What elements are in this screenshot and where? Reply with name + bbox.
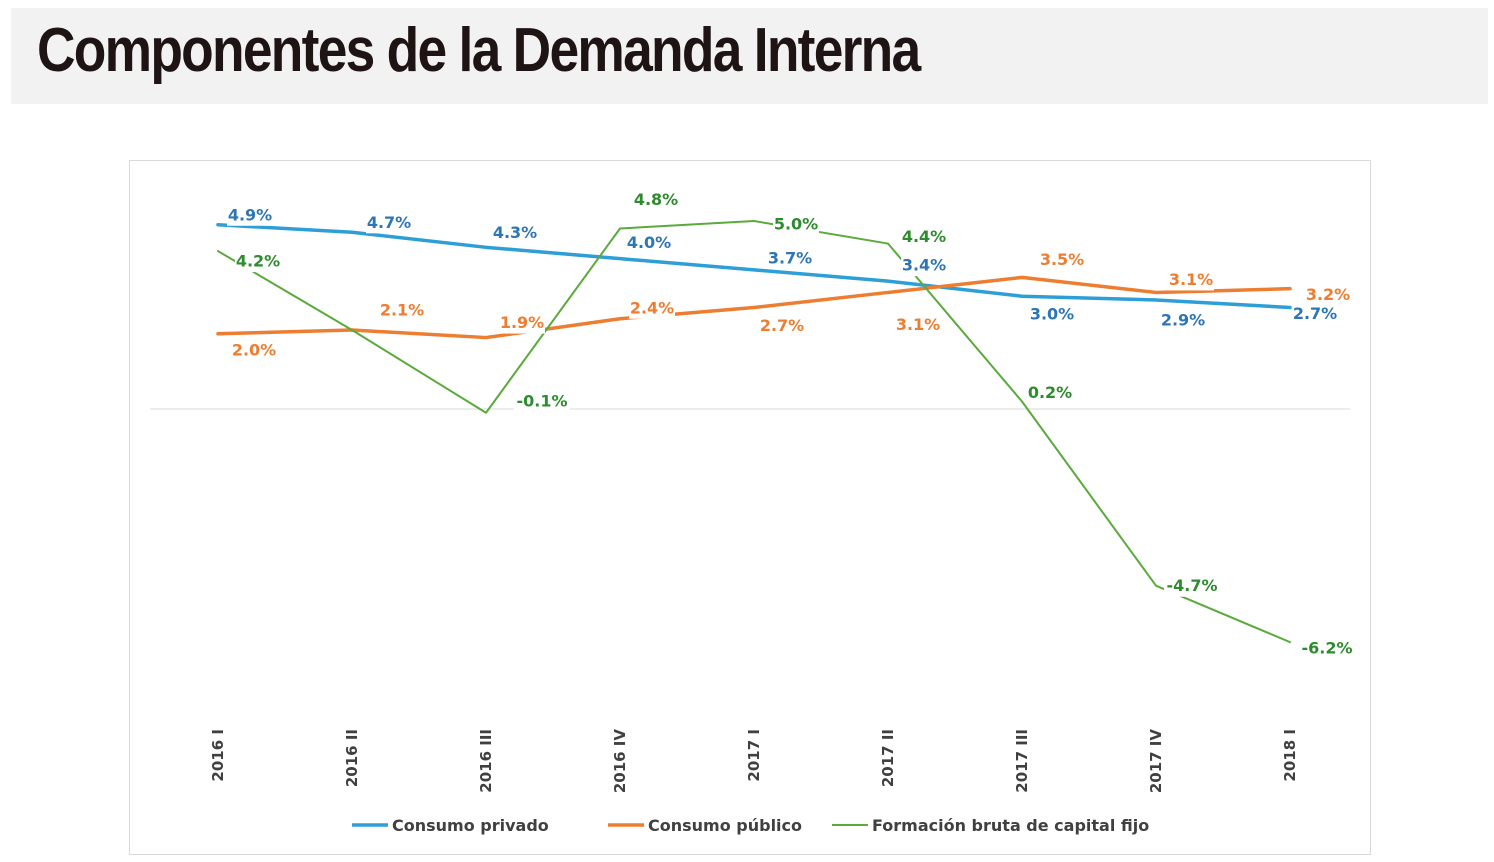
x-tick-label: 2016 I bbox=[209, 729, 227, 782]
data-label: 2.1% bbox=[380, 301, 424, 320]
data-label-bg bbox=[1027, 381, 1073, 404]
data-label-bg bbox=[1029, 303, 1075, 326]
data-label: -4.7% bbox=[1166, 576, 1217, 595]
x-tick-label: 2017 IV bbox=[1147, 729, 1165, 794]
title-band: Componentes de la Demanda Interna bbox=[11, 8, 1488, 104]
data-label-bg bbox=[626, 231, 672, 254]
data-label: 4.3% bbox=[493, 223, 537, 242]
data-label-bg bbox=[499, 311, 545, 334]
data-label: 5.0% bbox=[774, 215, 818, 234]
x-tick-label: 2017 III bbox=[1013, 729, 1031, 793]
x-tick-label: 2017 II bbox=[879, 729, 897, 787]
data-label: 2.4% bbox=[630, 298, 674, 317]
data-label-bg bbox=[1164, 574, 1220, 597]
x-tick-label: 2017 I bbox=[745, 729, 763, 782]
data-label: -0.1% bbox=[516, 391, 567, 410]
data-label-bg bbox=[759, 314, 805, 337]
data-label-bg bbox=[633, 188, 679, 211]
data-label: 4.4% bbox=[902, 227, 946, 246]
data-label-bg bbox=[227, 203, 273, 226]
data-label-bg bbox=[366, 211, 412, 234]
data-label-bg bbox=[1168, 268, 1214, 291]
series-line bbox=[217, 220, 1291, 644]
series-line bbox=[216, 275, 1292, 340]
data-label-bg bbox=[235, 250, 281, 273]
data-label: -6.2% bbox=[1301, 639, 1352, 658]
data-label-bg bbox=[1292, 302, 1338, 325]
data-label: 4.0% bbox=[627, 233, 671, 252]
data-label: 3.4% bbox=[902, 256, 946, 275]
data-label: 3.1% bbox=[896, 315, 940, 334]
data-label-bg bbox=[1160, 308, 1206, 331]
data-label-bg bbox=[514, 389, 570, 412]
data-label: 2.7% bbox=[760, 316, 804, 335]
data-label: 3.0% bbox=[1030, 305, 1074, 324]
data-label-bg bbox=[1299, 637, 1355, 660]
x-tick-label: 2016 II bbox=[343, 729, 361, 787]
page-title: Componentes de la Demanda Interna bbox=[37, 16, 921, 85]
data-label-bg bbox=[767, 246, 813, 269]
x-tick-label: 2016 IV bbox=[611, 729, 629, 794]
legend-label: Formación bruta de capital fijo bbox=[872, 816, 1149, 835]
legend-label: Consumo privado bbox=[392, 816, 549, 835]
data-label: 3.7% bbox=[768, 248, 812, 267]
data-label-bg bbox=[895, 313, 941, 336]
data-label-bg bbox=[773, 213, 819, 235]
data-label-bg bbox=[379, 299, 425, 322]
line-chart: 2016 I 2016 II 2016 III 2016 IV 2017 I 2017 I… bbox=[150, 188, 1355, 835]
data-label: 3.5% bbox=[1040, 250, 1084, 269]
data-label: 3.1% bbox=[1169, 270, 1213, 289]
data-label: 1.9% bbox=[500, 313, 544, 332]
data-label-bg bbox=[492, 221, 538, 244]
data-label-bg bbox=[231, 338, 277, 361]
data-label-bg bbox=[1305, 283, 1351, 306]
data-label: 4.9% bbox=[228, 205, 272, 224]
data-label: 0.2% bbox=[1028, 383, 1072, 402]
data-label: 4.7% bbox=[367, 213, 411, 232]
data-label: 2.0% bbox=[232, 340, 276, 359]
chart-frame: 2016 I 2016 II 2016 III 2016 IV 2017 I 2017 I… bbox=[129, 160, 1371, 855]
data-label-bg bbox=[629, 296, 675, 319]
data-label-bg bbox=[901, 225, 947, 248]
x-tick-label: 2018 I bbox=[1281, 729, 1299, 782]
data-label: 2.9% bbox=[1161, 310, 1205, 329]
x-tick-label: 2016 III bbox=[477, 729, 495, 793]
data-label: 4.8% bbox=[634, 190, 678, 209]
data-label-bg bbox=[1039, 248, 1085, 271]
data-label: 2.7% bbox=[1293, 304, 1337, 323]
data-label: 3.2% bbox=[1306, 285, 1350, 304]
series-line bbox=[216, 223, 1292, 310]
data-label: 4.2% bbox=[236, 252, 280, 271]
legend-label: Consumo público bbox=[648, 816, 802, 835]
data-label-bg bbox=[901, 254, 947, 277]
